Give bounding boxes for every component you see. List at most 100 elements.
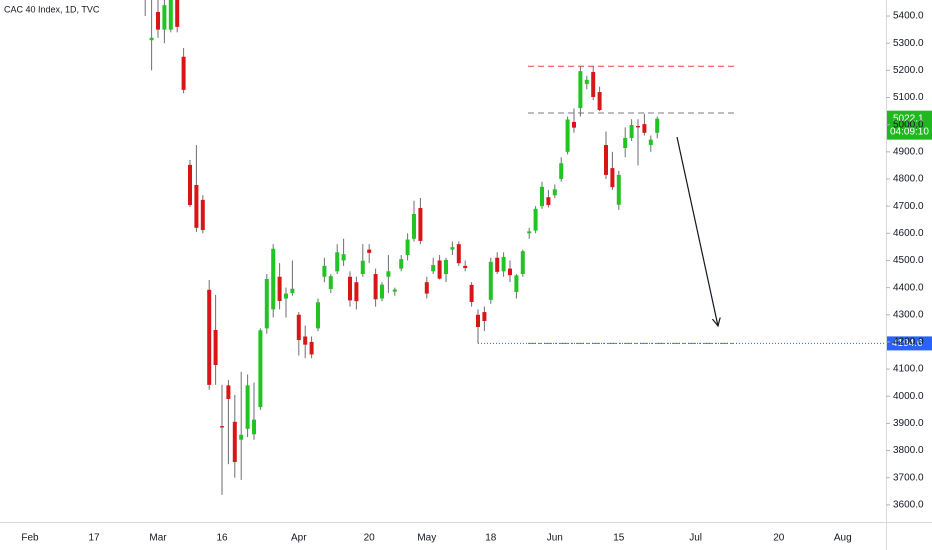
x-tick-label: Jul (689, 533, 702, 544)
candle-body (175, 0, 180, 27)
y-tick-label: 5200.0 (893, 65, 924, 76)
candle-body (584, 79, 589, 84)
candle-body (239, 434, 244, 440)
candle-body (335, 252, 340, 272)
y-tick-label: 4300.0 (893, 309, 924, 320)
candle-body (456, 244, 461, 264)
candle-body (200, 199, 205, 231)
candle-body (482, 312, 487, 322)
candle-body (597, 92, 602, 110)
x-tick-label: Apr (291, 533, 307, 544)
x-tick-label: 18 (485, 533, 497, 544)
candle-body (194, 184, 199, 228)
plot-area (144, 0, 886, 495)
candle-body (508, 268, 512, 276)
candle-body (533, 208, 538, 231)
x-tick-label: 20 (773, 533, 785, 544)
candle-body (245, 385, 250, 429)
candle-body (418, 208, 423, 241)
candle-body (220, 426, 224, 428)
candle-body (392, 289, 397, 292)
y-tick-label: 4400.0 (893, 282, 924, 293)
candle-body (642, 124, 647, 133)
candle-body (380, 284, 384, 299)
overlay: 4194.6 5022.1 04:09:10 (887, 110, 932, 351)
candle-body (348, 276, 352, 301)
candle-body (655, 118, 660, 133)
candle-body (284, 293, 288, 299)
chart-title: CAC 40 Index, 1D, TVC (4, 4, 100, 14)
candle-body (514, 275, 519, 292)
candle-body (469, 284, 474, 303)
candle-body (322, 265, 327, 277)
candle-body (149, 37, 154, 41)
x-tick-label: 17 (88, 533, 100, 544)
candle-body (616, 174, 621, 205)
x-tick-label: 16 (216, 533, 228, 544)
x-tick-label: Feb (21, 533, 39, 544)
candle-body (328, 276, 333, 289)
y-tick-label: 4000.0 (893, 391, 924, 402)
countdown-label: 04:09:10 (890, 126, 929, 137)
x-tick-label: May (417, 533, 436, 544)
price-line-label-box (887, 336, 932, 351)
candle-body (296, 314, 301, 341)
candle-body (565, 119, 570, 152)
candle-body (405, 239, 410, 256)
candle-body (399, 259, 404, 269)
candle-body (232, 421, 237, 462)
y-tick-label: 3900.0 (893, 418, 924, 429)
candle-body (488, 261, 493, 300)
candle-body (546, 197, 551, 206)
candle-body (386, 271, 391, 277)
candle-body (252, 419, 256, 435)
candle-body (552, 189, 557, 196)
candle-body (463, 265, 468, 269)
candle-body (591, 71, 596, 97)
y-tick-label: 3600.0 (893, 500, 924, 511)
candle-body (610, 168, 615, 188)
candle-body (572, 121, 576, 128)
candle-body (412, 214, 416, 239)
x-tick-label: 20 (364, 533, 376, 544)
y-tick-label: 4100.0 (893, 364, 924, 375)
x-tick-label: Jun (547, 533, 563, 544)
candle-body (226, 385, 231, 399)
candle-body (437, 260, 442, 279)
candle-body (540, 186, 544, 207)
candle-body (213, 329, 218, 366)
candle-body (636, 126, 640, 128)
y-tick-label: 4200.0 (893, 337, 924, 348)
last-price-label: 5022.1 (893, 113, 924, 124)
candle-body (520, 251, 525, 275)
candle-body (316, 302, 320, 329)
y-tick-label: 4800.0 (893, 174, 924, 185)
candle-body (264, 278, 269, 329)
candle-body (162, 5, 167, 30)
candle-body (258, 330, 263, 408)
candle-body (181, 56, 186, 90)
candle-body (277, 276, 282, 301)
y-tick-label: 5300.0 (893, 38, 924, 49)
candle-body (424, 282, 429, 294)
y-tick-label: 5000.0 (893, 119, 924, 130)
candle-body (360, 260, 365, 275)
candle-body (309, 341, 314, 355)
candle-body (578, 71, 583, 109)
y-tick-label: 5100.0 (893, 92, 924, 103)
candle-body (501, 256, 506, 272)
candle-body (341, 254, 346, 261)
candle-body (629, 124, 634, 138)
y-tick-label: 4900.0 (893, 146, 924, 157)
x-tick-label: 15 (613, 533, 625, 544)
y-tick-label: 4600.0 (893, 228, 924, 239)
candle-body (431, 265, 436, 272)
y-tick-label: 4500.0 (893, 255, 924, 266)
candle-body (168, 0, 173, 30)
candle-body (207, 289, 212, 385)
candle-body (495, 257, 500, 272)
candle-body (271, 248, 276, 310)
candle-body (290, 288, 295, 294)
